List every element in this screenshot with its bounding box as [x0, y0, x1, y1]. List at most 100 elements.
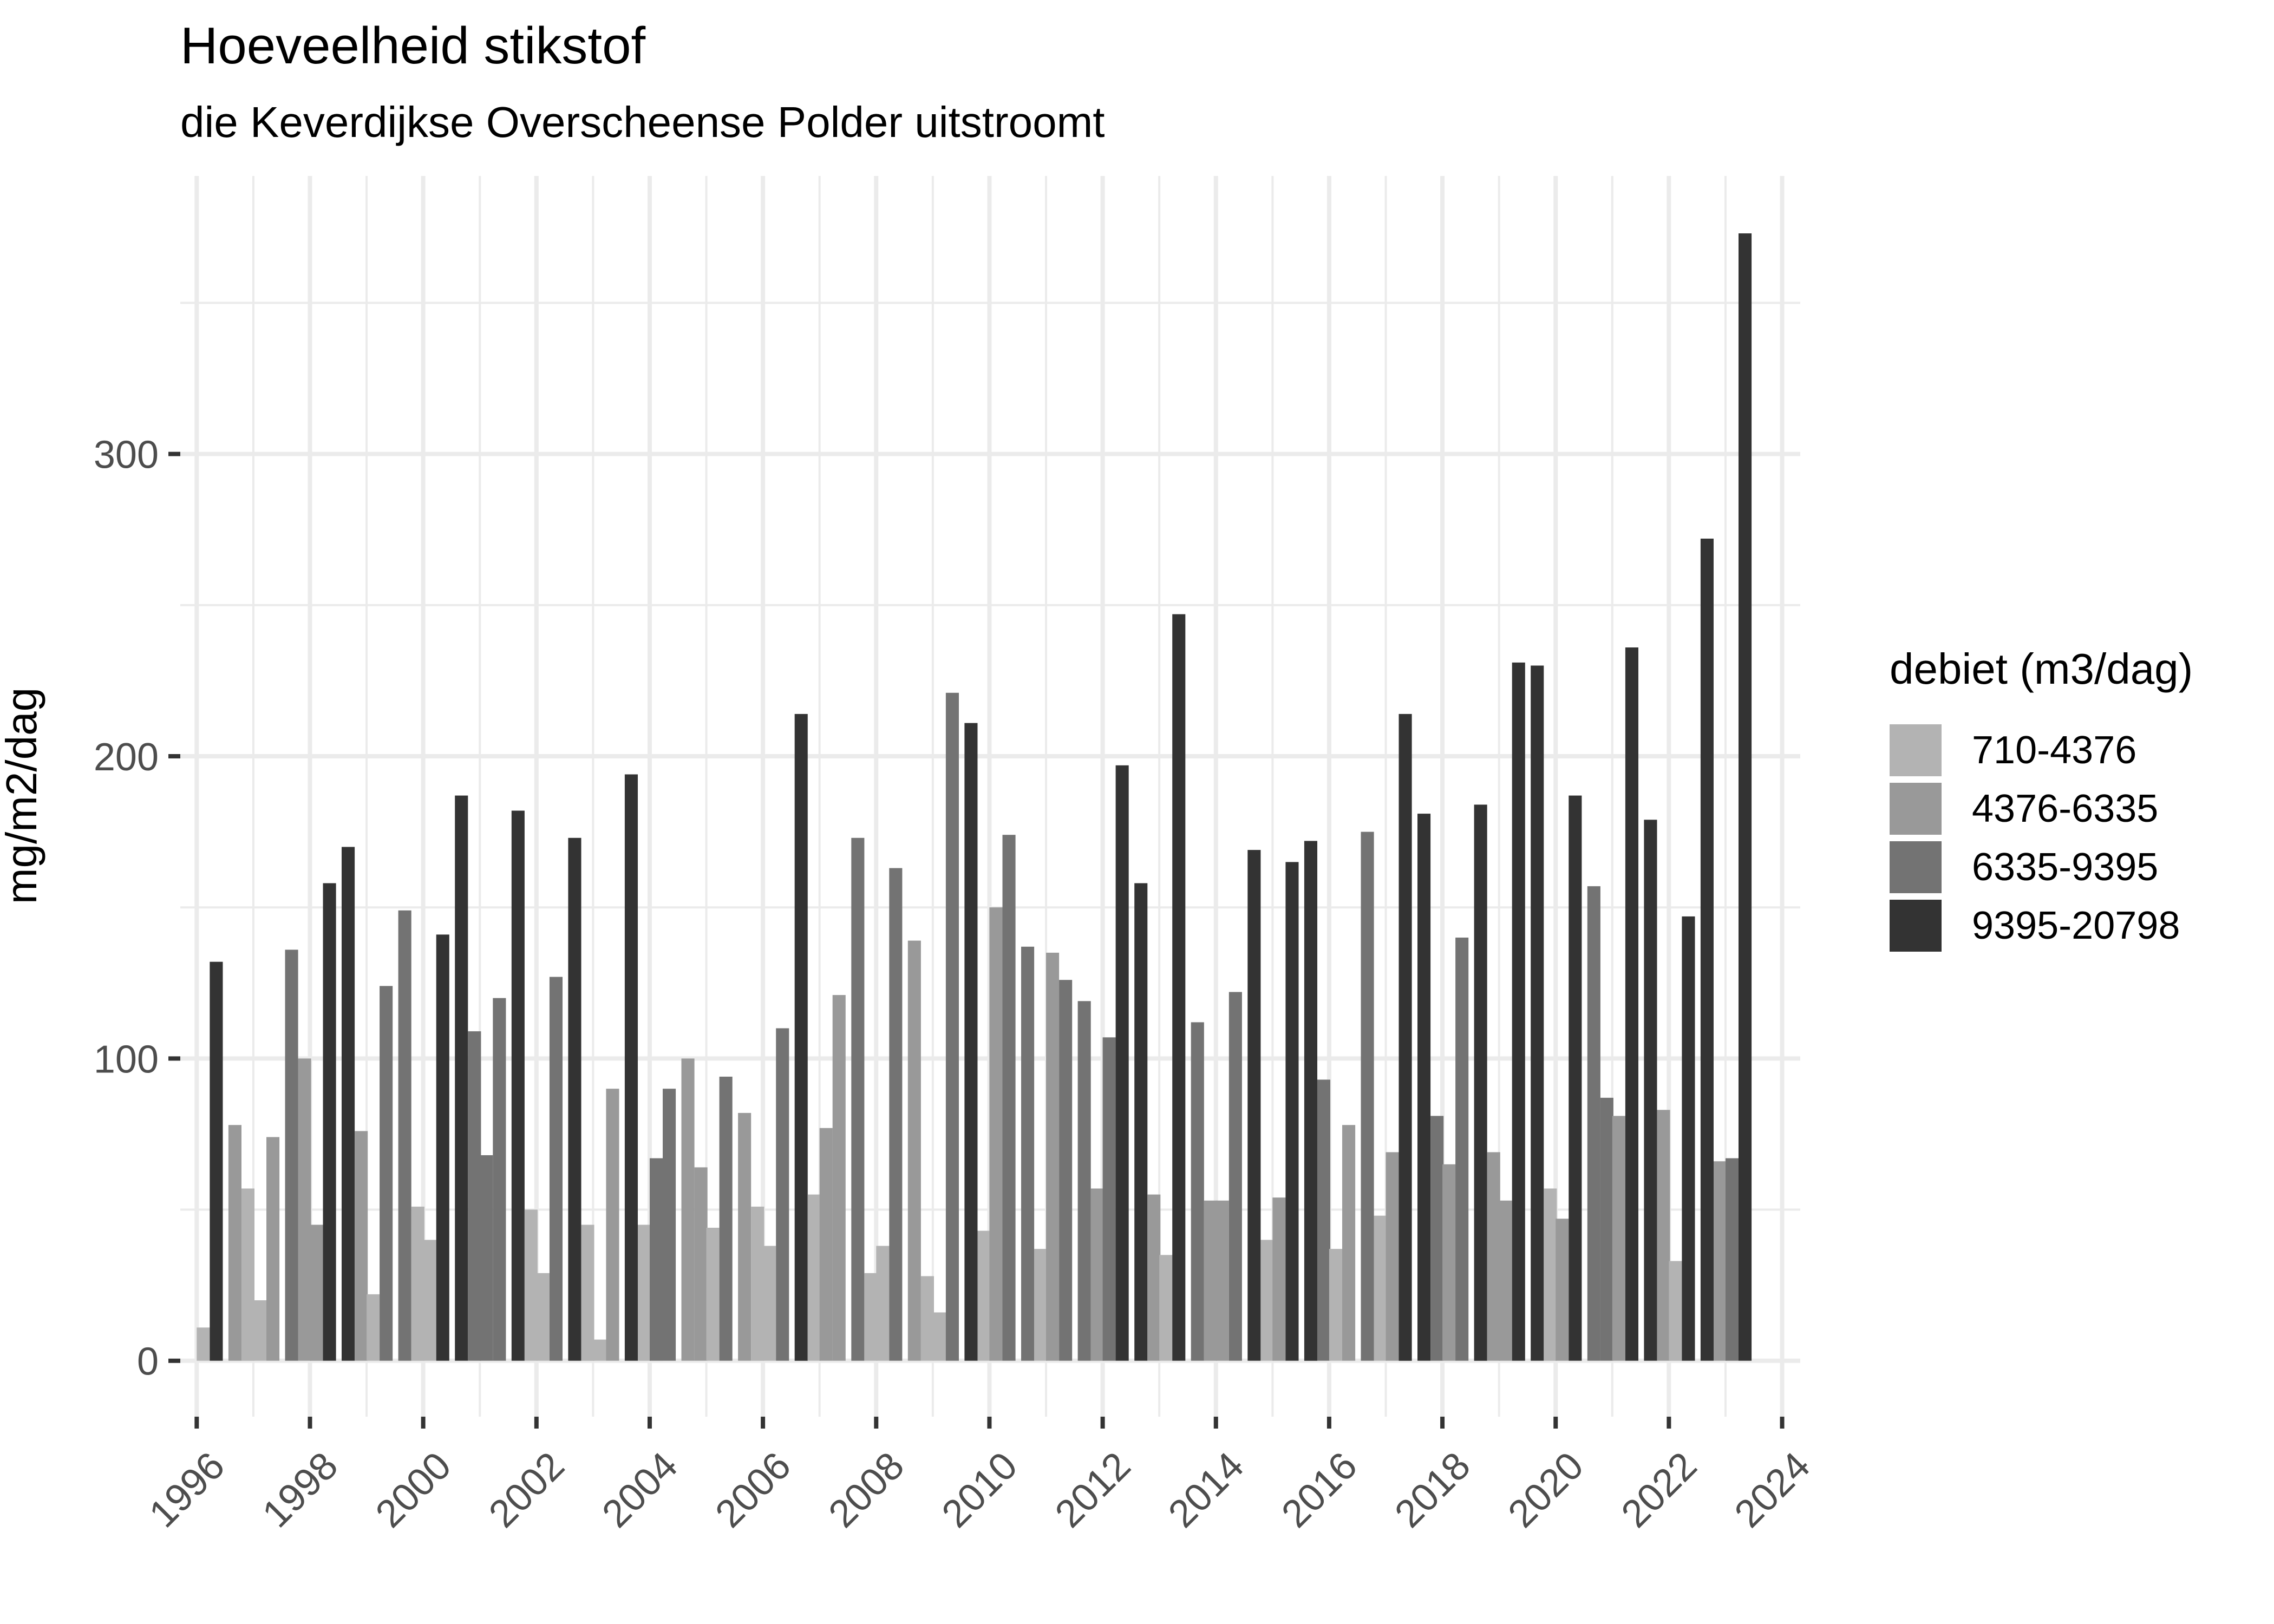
- bar: [355, 1131, 368, 1361]
- bar: [1285, 862, 1299, 1361]
- bar: [907, 940, 921, 1361]
- bar: [1216, 1200, 1229, 1361]
- bar: [807, 1194, 821, 1361]
- legend-label-q3: 6335-9395: [1972, 846, 2159, 889]
- bar: [1474, 804, 1487, 1361]
- bar: [1002, 835, 1016, 1361]
- bar: [1700, 539, 1714, 1361]
- bar: [511, 810, 525, 1361]
- x-tick-label: 2006: [707, 1444, 799, 1536]
- x-tick-label: 1998: [254, 1444, 347, 1536]
- bar: [1247, 850, 1261, 1361]
- bar: [1587, 886, 1600, 1361]
- bar: [1172, 614, 1186, 1361]
- bar: [1669, 1261, 1682, 1361]
- bar: [593, 1339, 606, 1361]
- bar: [1229, 992, 1242, 1361]
- bar: [794, 713, 808, 1361]
- bar: [1204, 1200, 1217, 1361]
- bar: [751, 1207, 764, 1361]
- bar: [776, 1028, 789, 1361]
- bar: [650, 1158, 663, 1361]
- legend-key-q3: [1890, 841, 1942, 893]
- bar: [398, 910, 411, 1361]
- bar: [1260, 1240, 1274, 1361]
- bar: [1556, 1219, 1569, 1361]
- bar: [197, 1327, 210, 1361]
- bar: [411, 1207, 424, 1361]
- bar: [1115, 765, 1129, 1361]
- bar: [380, 986, 393, 1361]
- legend-item-q2: 4376-6335: [1890, 780, 2193, 838]
- legend-label-q2: 4376-6335: [1972, 787, 2159, 830]
- bar: [638, 1224, 651, 1361]
- bar: [1399, 713, 1412, 1361]
- bar: [1059, 980, 1073, 1361]
- bar: [1077, 1001, 1091, 1361]
- bar: [864, 1273, 878, 1361]
- legend-key-q4: [1890, 900, 1942, 952]
- bar: [1191, 1022, 1204, 1361]
- bar: [1657, 1110, 1670, 1361]
- legend-label-q4: 9395-20798: [1972, 904, 2180, 947]
- bar: [1147, 1194, 1161, 1361]
- x-axis: 1996 1998 2000 2002 2004 2006 2008 2010 2012 2014…: [141, 1417, 1818, 1536]
- chart-subtitle: die Keverdijkse Overscheense Polder uits…: [180, 98, 1105, 146]
- chart-title: Hoeveelheid stikstof: [180, 17, 646, 75]
- legend: debiet (m3/dag) 710-4376 4376-6335 6335-…: [1890, 644, 2193, 955]
- bar: [1386, 1152, 1399, 1361]
- bar: [1304, 841, 1317, 1361]
- bar: [694, 1167, 708, 1361]
- bar: [763, 1246, 776, 1361]
- x-tick-label: 2008: [820, 1444, 912, 1536]
- bar: [1317, 1079, 1330, 1361]
- x-tick-label: 1996: [141, 1444, 233, 1536]
- bar: [1487, 1152, 1500, 1361]
- bar: [253, 1300, 266, 1361]
- bar: [989, 907, 1003, 1361]
- bar: [1046, 952, 1060, 1361]
- y-tick-label: 100: [94, 1038, 159, 1081]
- bar: [832, 995, 846, 1361]
- x-tick-label: 2004: [594, 1444, 686, 1536]
- bar: [524, 1209, 538, 1361]
- bar: [1499, 1200, 1512, 1361]
- x-tick-label: 2020: [1500, 1444, 1592, 1536]
- bar: [1739, 233, 1752, 1361]
- bar: [706, 1228, 720, 1361]
- bar: [624, 774, 638, 1361]
- bar: [1600, 1097, 1613, 1361]
- bar: [1544, 1188, 1557, 1361]
- bar: [964, 723, 978, 1361]
- bar: [1512, 662, 1525, 1361]
- bar: [285, 949, 298, 1361]
- y-tick-label: 200: [94, 736, 159, 779]
- bar: [1455, 938, 1469, 1361]
- y-tick-label: 0: [137, 1340, 159, 1384]
- bar: [719, 1076, 733, 1361]
- bar: [889, 868, 903, 1361]
- bar: [663, 1089, 676, 1361]
- bar: [266, 1137, 280, 1361]
- x-tick-label: 2014: [1160, 1444, 1252, 1536]
- bar: [1102, 1037, 1116, 1361]
- bar: [549, 977, 563, 1361]
- bar: [210, 961, 223, 1361]
- legend-key-q1: [1890, 724, 1942, 776]
- bar: [241, 1188, 254, 1361]
- bar: [738, 1112, 752, 1361]
- bar: [1569, 795, 1582, 1361]
- bar: [1430, 1116, 1444, 1361]
- bar: [455, 795, 468, 1361]
- bar: [932, 1312, 946, 1361]
- bar: [536, 1273, 550, 1361]
- bar: [1361, 831, 1374, 1361]
- bar: [1714, 1161, 1727, 1361]
- bar: [1726, 1158, 1739, 1361]
- legend-item-q4: 9395-20798: [1890, 896, 2193, 955]
- bar: [851, 837, 865, 1361]
- bar: [1034, 1249, 1048, 1361]
- bar: [1682, 916, 1695, 1361]
- legend-item-q1: 710-4376: [1890, 721, 2193, 780]
